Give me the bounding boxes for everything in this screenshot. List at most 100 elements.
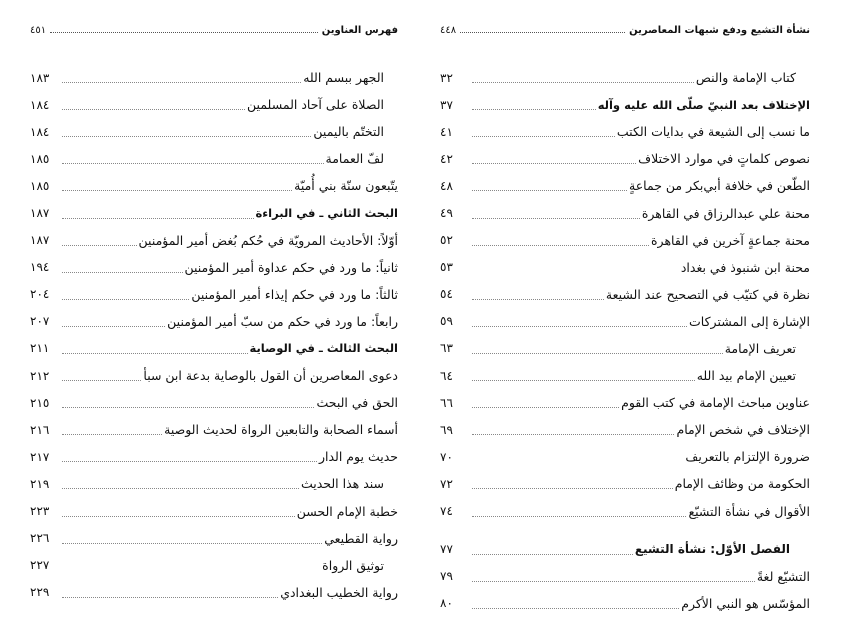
toc-entry: يتّبعون سنّة بني أُميّة ١٨٥ [30, 172, 398, 199]
toc-entry: ثانياً: ما ورد في حكم عداوة أمير المؤمني… [30, 254, 398, 281]
dot-leader [62, 542, 323, 544]
toc-entry: التشيّع لغةً ٧٩ [440, 563, 810, 590]
entry-page-number: ٦٣ [440, 341, 453, 356]
entry-page-number: ٧٠ [440, 449, 453, 464]
entry-page-number: ٦٦ [440, 395, 453, 410]
dot-leader [472, 163, 637, 165]
dot-leader [472, 352, 723, 354]
dot-leader [472, 488, 673, 490]
entry-title: ثانياً: ما ورد في حكم عداوة أمير المؤمني… [184, 259, 399, 275]
left-page: فهرس العناوين ٤٥١ الجهر ببسم الله ١٨٣ الصل… [30, 0, 398, 639]
dot-leader [62, 82, 302, 84]
entry-page-number: ٢٢٣ [30, 504, 50, 519]
entry-page-number: ٧٤ [440, 504, 453, 519]
entry-page-number: ١٨٥ [30, 178, 50, 193]
entry-title: تعيين الإمام بيد الله [696, 368, 796, 384]
entry-title: كتاب الإمامة والنص [695, 70, 796, 86]
entry-page-number: ٢١٧ [30, 449, 50, 464]
dot-leader [472, 298, 604, 300]
entry-title: الإشارة إلى المشتركات [689, 313, 810, 329]
toc-entry: سند هذا الحديث ٢١٩ [30, 470, 398, 497]
dot-leader [472, 580, 755, 582]
dot-leader [62, 434, 163, 436]
toc-entry: توثيق الرواة ٢٢٧ [30, 552, 398, 579]
toc-entry: محنة ابن شنبوذ في بغداد ٥٣ [440, 254, 810, 281]
header-page-number: ٤٤٨ [440, 25, 457, 36]
entry-page-number: ١٨٤ [30, 97, 50, 112]
entry-page-number: ٥٢ [440, 233, 453, 248]
entry-page-number: ٦٤ [440, 368, 453, 383]
dot-leader [62, 596, 279, 598]
dot-leader [460, 32, 626, 33]
entry-title: الصلاة على آحاد المسلمين [247, 97, 384, 113]
entry-title: الفصل الأوّل: نشأة التشيع [634, 542, 790, 557]
entry-title: نظرة في كتيّب في التصحيح عند الشيعة [605, 286, 810, 302]
toc-entry: البحث الثالث ـ في الوصاية ٢١١ [30, 335, 398, 362]
entry-page-number: ١٨٥ [30, 151, 50, 166]
dot-leader [62, 190, 293, 192]
toc-entry: المؤسّس هو النبي الأكرم ٨٠ [440, 590, 810, 617]
entry-title: البحث الثاني ـ في البراءة [255, 206, 398, 221]
entry-page-number: ٤٩ [440, 206, 453, 221]
entry-title: التشيّع لغةً [756, 568, 810, 584]
dot-leader [472, 407, 620, 409]
toc-entry: رواية القطيعي ٢٢٦ [30, 525, 398, 552]
dot-leader [472, 380, 695, 382]
right-page: نشأة التشيع ودفع شبهات المعاصرين ٤٤٨ كتا… [440, 0, 810, 639]
entry-title: الأقوال في نشأة التشيّع [688, 503, 810, 519]
dot-leader [472, 136, 615, 138]
dot-leader [472, 217, 640, 219]
toc-list: كتاب الإمامة والنص ٣٢ الإختلاف بعد النبيّ … [440, 64, 810, 617]
entry-page-number: ١٨٣ [30, 70, 50, 85]
dot-leader [62, 217, 254, 219]
entry-page-number: ٥٤ [440, 287, 453, 302]
entry-title: ضرورة الإلتزام بالتعريف [685, 449, 810, 465]
entry-title: يتّبعون سنّة بني أُميّة [294, 178, 398, 194]
toc-entry: الفصل الأوّل: نشأة التشيع ٧٧ [440, 536, 810, 563]
entry-page-number: ٨٠ [440, 596, 453, 611]
entry-page-number: ١٨٤ [30, 124, 50, 139]
toc-entry: الإختلاف في شخص الإمام ٦٩ [440, 416, 810, 443]
toc-entry: تعيين الإمام بيد الله ٦٤ [440, 362, 810, 389]
entry-page-number: ٤٢ [440, 151, 453, 166]
toc-entry: حديث يوم الدار ٢١٧ [30, 443, 398, 470]
toc-entry: الإشارة إلى المشتركات ٥٩ [440, 308, 810, 335]
entry-page-number: ٢١٢ [30, 368, 50, 383]
entry-page-number: ٣٧ [440, 97, 453, 112]
entry-title: محنة علي عبدالرزاق في القاهرة [641, 205, 810, 221]
dot-leader [62, 298, 190, 300]
entry-title: البحث الثالث ـ في الوصاية [249, 341, 398, 356]
dot-leader [62, 109, 246, 111]
dot-leader [62, 515, 295, 517]
entry-page-number: ١٩٤ [30, 260, 50, 275]
entry-page-number: ٢١٥ [30, 395, 50, 410]
toc-entry: تعريف الإمامة ٦٣ [440, 335, 810, 362]
dot-leader [472, 190, 627, 192]
toc-entry: الجهر ببسم الله ١٨٣ [30, 64, 398, 91]
entry-title: خطبة الإمام الحسن [296, 503, 398, 519]
entry-page-number: ٢٠٧ [30, 314, 50, 329]
toc-entry: ضرورة الإلتزام بالتعريف ٧٠ [440, 443, 810, 470]
dot-leader [472, 607, 680, 609]
toc-entry: نصوص كلماتٍ في موارد الاختلاف ٤٢ [440, 145, 810, 172]
dot-leader [62, 244, 137, 246]
toc-entry: أسماء الصحابة والتابعين الرواة لحديث الو… [30, 416, 398, 443]
dot-leader [50, 32, 318, 33]
entry-title: رواية الخطيب البغدادي [280, 584, 398, 600]
entry-title: الإختلاف بعد النبيّ صلّى الله عليه وآله [597, 97, 810, 112]
header-title: فهرس العناوين [321, 25, 398, 36]
toc-entry: أوّلاً: الأحاديث المرويّة في حُكم بُغض أ… [30, 227, 398, 254]
toc-entry: عناوين مباحث الإمامة في كتب القوم ٦٦ [440, 389, 810, 416]
entry-page-number: ٢١٩ [30, 476, 50, 491]
toc-entry: رواية الخطيب البغدادي ٢٢٩ [30, 579, 398, 606]
dot-leader [62, 407, 315, 409]
dot-leader [62, 488, 299, 490]
toc-entry: ثالثاً: ما ورد في حكم إيذاء أمير المؤمني… [30, 281, 398, 308]
entry-page-number: ٦٩ [440, 422, 453, 437]
entry-page-number: ٥٣ [440, 260, 453, 275]
entry-title: نصوص كلماتٍ في موارد الاختلاف [638, 151, 810, 167]
entry-page-number: ٧٢ [440, 476, 453, 491]
toc-entry: الأقوال في نشأة التشيّع ٧٤ [440, 498, 810, 525]
entry-page-number: ٢٢٧ [30, 558, 50, 573]
toc-list: الجهر ببسم الله ١٨٣ الصلاة على آحاد المسلم… [30, 64, 398, 606]
